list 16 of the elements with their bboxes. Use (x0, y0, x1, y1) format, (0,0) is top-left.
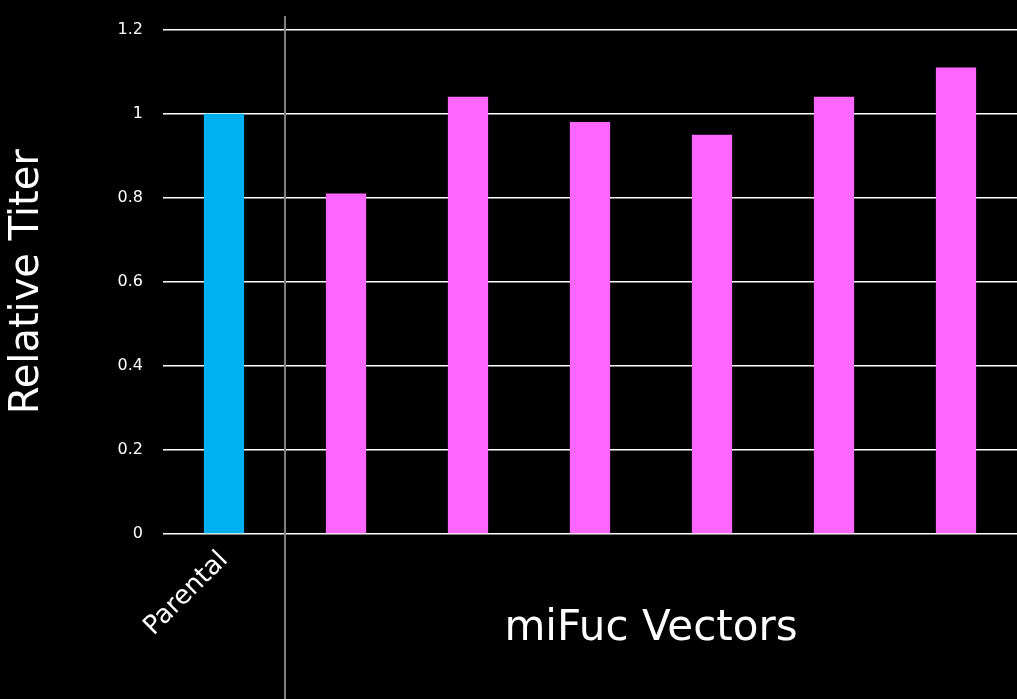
y-tick-label: 0.6 (117, 270, 143, 290)
bar (691, 134, 733, 534)
bar (813, 96, 855, 534)
y-axis-title: Relative Titer (1, 148, 48, 415)
x-axis-title: miFuc Vectors (503, 600, 799, 652)
y-tick-label: 0.4 (117, 355, 143, 375)
y-tick-label: 0 (132, 523, 143, 543)
y-tick-label: 0.8 (117, 186, 143, 206)
bar (447, 96, 489, 534)
bar (325, 193, 367, 534)
bar (935, 67, 977, 534)
y-tick-label: 0.2 (117, 439, 143, 459)
y-tick-label: 1.2 (117, 18, 143, 38)
bar (569, 122, 611, 534)
y-tick-label: 1 (132, 102, 143, 122)
bar (203, 113, 245, 534)
